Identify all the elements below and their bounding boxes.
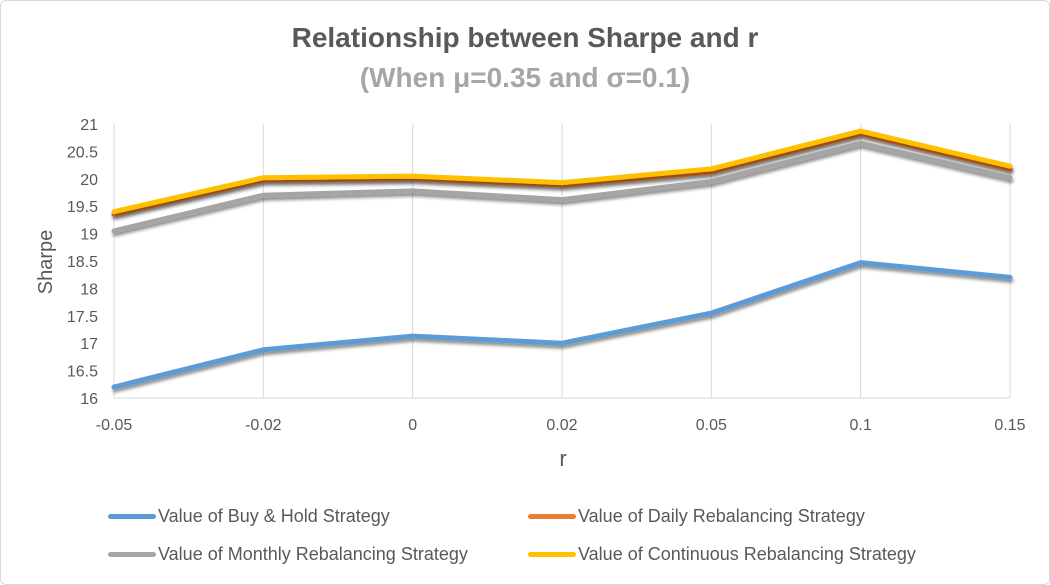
legend-label: Value of Continuous Rebalancing Strategy [578, 543, 916, 564]
y-axis-title: Sharpe [35, 230, 57, 295]
x-tick-label: -0.05 [96, 417, 133, 434]
legend-swatch [108, 551, 156, 557]
x-axis-title: r [559, 446, 566, 471]
legend-swatch [528, 513, 576, 519]
series-line-value-of-daily-rebalancing-strategy [111, 131, 1013, 217]
y-tick-label: 16 [80, 391, 98, 408]
x-tick-label: -0.02 [245, 417, 282, 434]
y-tick-label: 17 [80, 336, 98, 353]
y-tick-label: 19.5 [67, 199, 98, 216]
series-line-value-of-monthly-rebalancing-strategy [111, 140, 1013, 234]
series-line-value-of-continuous-rebalancing-strategy [111, 128, 1013, 215]
legend-label: Value of Buy & Hold Strategy [158, 505, 390, 526]
legend-swatch [108, 513, 156, 519]
legend-item: Value of Continuous Rebalancing Strategy [528, 542, 916, 566]
y-tick-label: 20.5 [67, 144, 98, 161]
chart-title: Relationship between Sharpe and r [291, 22, 759, 53]
y-tick-label: 18.5 [67, 254, 98, 271]
x-tick-label: 0 [408, 417, 417, 434]
y-tick-label: 19 [80, 227, 98, 244]
legend-label: Value of Monthly Rebalancing Strategy [158, 543, 468, 564]
series-line-value-of-buy-hold-strategy [111, 260, 1013, 390]
y-tick-label: 18 [80, 281, 98, 298]
legend-item: Value of Buy & Hold Strategy [108, 504, 390, 528]
x-tick-label: 0.15 [994, 417, 1025, 434]
y-tick-label: 16.5 [67, 364, 98, 381]
x-tick-label: 0.1 [850, 417, 872, 434]
y-tick-label: 20 [80, 172, 98, 189]
legend-label: Value of Daily Rebalancing Strategy [578, 505, 865, 526]
legend-swatch [528, 551, 576, 557]
legend-item: Value of Daily Rebalancing Strategy [528, 504, 865, 528]
legend-item: Value of Monthly Rebalancing Strategy [108, 542, 468, 566]
x-tick-label: 0.02 [546, 417, 577, 434]
chart-subtitle: (When μ=0.35 and σ=0.1) [359, 62, 691, 93]
x-tick-label: 0.05 [696, 417, 727, 434]
y-tick-label: 21 [80, 117, 98, 134]
y-tick-label: 17.5 [67, 309, 98, 326]
